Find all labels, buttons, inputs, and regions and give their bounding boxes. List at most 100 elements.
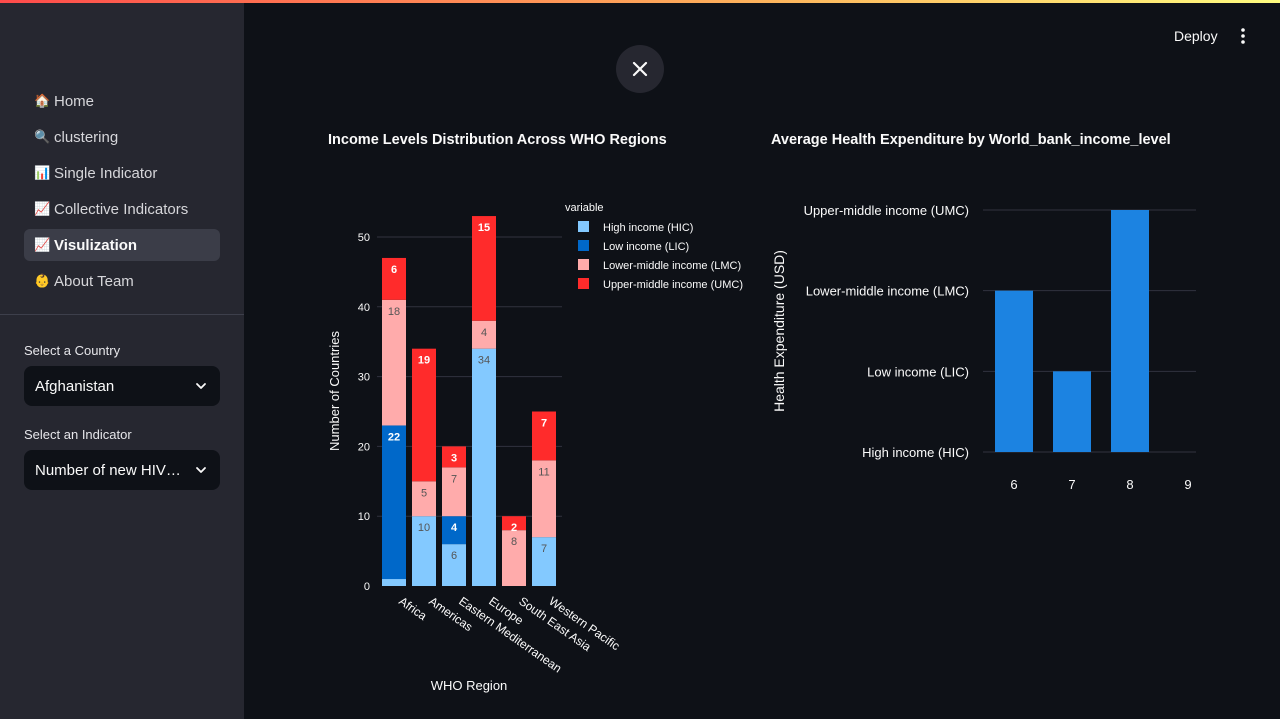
bar-segment <box>412 481 436 517</box>
bar-segment <box>532 537 556 586</box>
y-tick-label: Upper-middle income (UMC) <box>804 203 969 218</box>
sidebar-item-label: Home <box>54 92 95 110</box>
bar-segment <box>382 579 406 586</box>
y-tick-label: Lower-middle income (LMC) <box>806 284 969 299</box>
top-decoration-bar <box>0 0 1280 3</box>
legend-label: Upper-middle income (UMC) <box>603 279 743 291</box>
bar-segment <box>442 467 466 517</box>
bar-segment <box>382 257 406 300</box>
data-label: 4 <box>451 522 458 534</box>
data-label: 7 <box>451 473 457 485</box>
magnifier-icon: 🔍 <box>34 129 51 144</box>
legend-swatch <box>578 221 589 232</box>
legend-label: Low income (LIC) <box>603 241 689 253</box>
y-tick-label: 40 <box>358 302 370 314</box>
y-tick-label: 10 <box>358 511 370 523</box>
sidebar-item-label: Collective Indicators <box>54 200 189 218</box>
y-tick-label: 20 <box>358 441 370 453</box>
chevron-down-icon <box>196 467 206 473</box>
y-tick-label: 50 <box>358 232 370 244</box>
x-tick-label: 9 <box>1184 477 1191 492</box>
legend-label: Lower-middle income (LMC) <box>603 260 741 272</box>
data-label: 6 <box>391 264 397 276</box>
sidebar-item-label: About Team <box>54 272 134 290</box>
y-tick-label: 30 <box>358 372 370 384</box>
data-label: 8 <box>511 536 517 548</box>
data-label: 6 <box>451 550 457 562</box>
x-axis-title: WHO Region <box>431 678 508 693</box>
legend-swatch <box>578 240 589 251</box>
indicator-select[interactable]: Number of new HIV infections <box>24 450 220 490</box>
bar-segment <box>412 348 436 482</box>
data-label: 5 <box>421 487 427 499</box>
bar-segment <box>442 446 466 468</box>
country-select-value: Afghanistan <box>35 377 115 395</box>
left-chart-title: Income Levels Distribution Across WHO Re… <box>328 132 667 148</box>
bar-segment <box>382 299 406 426</box>
y-tick-label: High income (HIC) <box>862 445 969 460</box>
legend-label: High income (HIC) <box>603 222 693 234</box>
bar-segment <box>412 516 436 586</box>
sidebar-item-home[interactable]: 🏠 Home <box>24 85 220 117</box>
data-label: 7 <box>541 543 547 555</box>
country-select-label: Select a Country <box>24 343 121 358</box>
x-tick-label: 8 <box>1126 477 1133 492</box>
sidebar-item-single-indicator[interactable]: 📊 Single Indicator <box>24 157 220 189</box>
bar-segment <box>532 411 556 461</box>
trend-chart-icon: 📈 <box>34 201 51 216</box>
legend-swatch <box>578 278 589 289</box>
home-icon: 🏠 <box>34 93 51 108</box>
income-distribution-chart: 010203040501063472241857481161931527Afri… <box>327 202 743 693</box>
more-options-icon[interactable] <box>1233 26 1253 46</box>
y-tick-label: 0 <box>364 581 370 593</box>
bar-segment <box>502 530 526 586</box>
bar <box>1053 371 1091 452</box>
sidebar-item-collective-indicators[interactable]: 📈 Collective Indicators <box>24 193 220 225</box>
right-chart-title: Average Health Expenditure by World_bank… <box>771 132 1171 148</box>
bar-segment <box>532 460 556 538</box>
bar-segment <box>442 516 466 545</box>
sidebar-divider <box>0 314 244 315</box>
chevron-down-icon <box>196 383 206 389</box>
deploy-button[interactable]: Deploy <box>1174 28 1218 44</box>
indicator-select-label: Select an Indicator <box>24 427 132 442</box>
data-label: 4 <box>481 327 487 339</box>
sidebar-item-label: Single Indicator <box>54 164 158 182</box>
data-label: 11 <box>538 466 549 478</box>
close-button[interactable] <box>616 45 664 93</box>
bar <box>1111 210 1149 452</box>
bar-chart-icon: 📊 <box>34 165 51 180</box>
country-select[interactable]: Afghanistan <box>24 366 220 406</box>
y-axis-title: Number of Countries <box>327 331 342 451</box>
x-tick-label: 7 <box>1068 477 1075 492</box>
x-tick-label: 6 <box>1010 477 1017 492</box>
data-label: 18 <box>388 306 400 318</box>
sidebar-item-label: clustering <box>54 128 119 146</box>
data-label: 2 <box>511 522 517 534</box>
bar-segment <box>382 425 406 580</box>
sidebar-item-about-team[interactable]: 👶 About Team <box>24 265 220 297</box>
sidebar-nav: 🏠 Home 🔍 clustering 📊 Single Indicator 📈… <box>24 85 220 301</box>
close-icon <box>632 61 648 77</box>
data-label: 34 <box>478 355 490 367</box>
legend-title: variable <box>565 202 604 214</box>
bar-segment <box>472 320 496 349</box>
sidebar-item-label: Visulization <box>54 236 138 254</box>
baby-icon: 👶 <box>34 273 51 288</box>
health-expenditure-chart: High income (HIC) Low income (LIC) Lower-m… <box>771 203 1196 492</box>
bar-segment <box>472 348 496 586</box>
bar-segment <box>442 544 466 586</box>
sidebar: 🏠 Home 🔍 clustering 📊 Single Indicator 📈… <box>0 3 244 719</box>
data-label: 10 <box>418 522 430 534</box>
x-tick-label: Africa <box>396 594 429 623</box>
data-label: 3 <box>451 452 457 464</box>
data-label: 15 <box>478 222 490 234</box>
bar <box>995 290 1033 452</box>
sidebar-item-clustering[interactable]: 🔍 clustering <box>24 121 220 153</box>
y-axis-title: Health Expenditure (USD) <box>771 250 787 412</box>
bar-segment <box>472 216 496 321</box>
data-label: 19 <box>418 355 430 367</box>
sidebar-item-visulization[interactable]: 📈 Visulization <box>24 229 220 261</box>
bar-segment <box>502 516 526 531</box>
indicator-select-value: Number of new HIV infections <box>35 461 185 479</box>
